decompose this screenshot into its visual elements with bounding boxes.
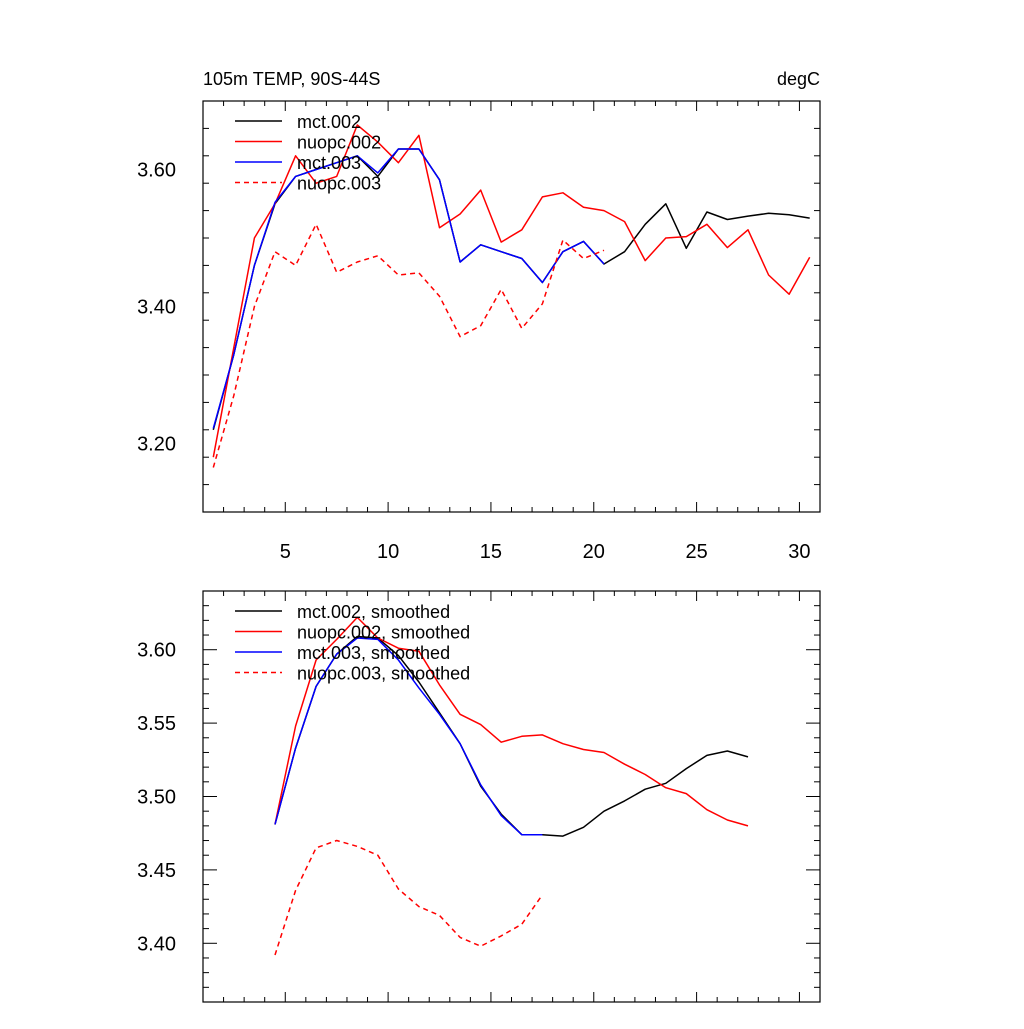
bottom-y-tick-label: 3.50 [137,787,176,809]
bottom-series-lines [274,616,749,956]
top-plot-frame [202,100,821,513]
legend-label: nuopc.003 [297,174,381,194]
bottom-plot-frame [202,590,821,1003]
top-panel: 105m TEMP, 90S-44S degC 5 10 15 20 25 30 3.20 3… [137,69,821,563]
top-chart-title: 105m TEMP, 90S-44S [203,69,380,89]
top-y-tick-label: 3.20 [137,434,176,456]
bottom-y-tick-label: 3.40 [137,933,176,955]
top-series-lines [212,124,811,468]
top-x-tick-label: 30 [788,541,810,563]
bottom-y-tick-label: 3.60 [137,640,176,662]
legend-label: nuopc.003, smoothed [297,664,470,684]
legend-label: mct.002 [297,112,361,132]
bottom-panel: 3.403.453.503.553.60 mct.002, smoothednu… [137,590,821,1003]
series-line-nuopc-003-smoothed [274,839,544,956]
series-line-nuopc-003 [212,223,605,468]
series-line-nuopc-002-smoothed [274,616,749,827]
legend-label: nuopc.002 [297,133,381,153]
legend-label: mct.003, smoothed [297,643,450,663]
top-x-tick-label: 20 [583,541,605,563]
top-x-tick-label: 10 [377,541,399,563]
bottom-y-tick-label: 3.55 [137,713,176,735]
series-line-mct-003 [212,148,605,429]
top-chart-units: degC [777,69,820,89]
top-x-tick-label: 25 [685,541,707,563]
series-line-mct-003-smoothed [274,637,543,836]
top-x-tick-label: 5 [280,541,291,563]
top-x-tick-label: 15 [480,541,502,563]
bottom-ticks: 3.40 3.45 3.50 3.55 3.60 [137,590,821,1003]
legend-label: mct.002, smoothed [297,602,450,622]
top-ticks: 5 10 15 20 25 30 3.20 3.40 3.60 [137,100,821,563]
legend-label: nuopc.002, smoothed [297,623,470,643]
top-y-tick-label: 3.40 [137,297,176,319]
series-line-nuopc-002 [212,124,811,458]
legend-label: mct.003 [297,153,361,173]
bottom-y-tick-label: 3.45 [137,860,176,882]
top-y-tick-label: 3.60 [137,160,176,182]
